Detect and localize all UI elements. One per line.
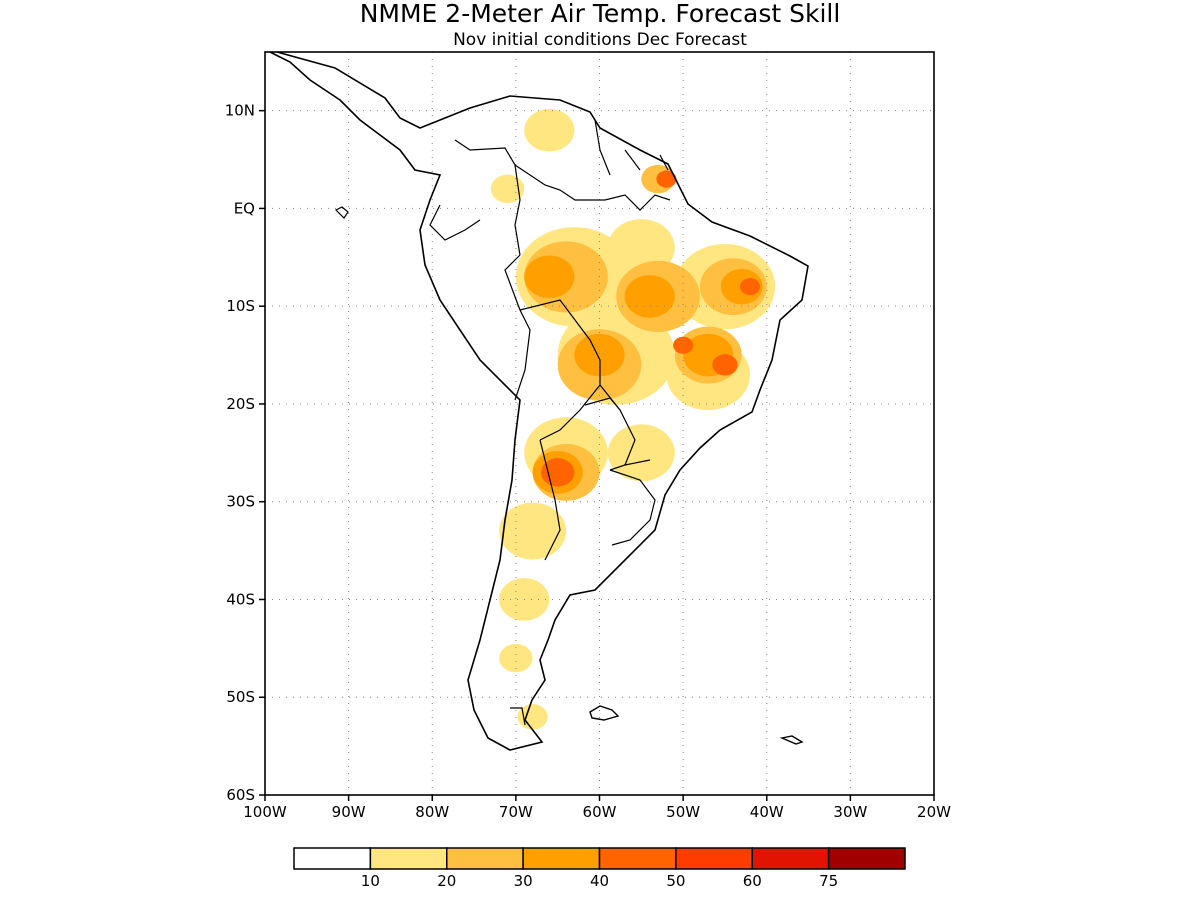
skill-region-level-4 — [712, 354, 738, 376]
legend-label: 60 — [743, 872, 762, 890]
south-america-coastline — [269, 52, 809, 751]
lat-tick-label: 30S — [226, 493, 255, 511]
skill-region-level-1 — [490, 174, 525, 204]
legend-label: 20 — [437, 872, 456, 890]
galapagos-islands — [334, 206, 349, 219]
legend-label: 40 — [590, 872, 609, 890]
lon-tick-label: 50W — [666, 803, 700, 821]
skill-region-level-3 — [524, 255, 575, 299]
skill-region-level-3 — [624, 275, 675, 318]
lat-tick-label: 40S — [226, 590, 255, 608]
south-georgia-island — [779, 735, 804, 745]
skill-region-level-1 — [524, 108, 575, 152]
country-borders — [429, 119, 671, 726]
legend-swatch — [675, 847, 753, 870]
legend-label: 50 — [666, 872, 685, 890]
skill-region-level-3 — [574, 333, 625, 377]
legend-swatch — [751, 847, 830, 870]
falkland-islands — [589, 705, 620, 721]
lat-tick-label: 10N — [225, 102, 255, 120]
lat-tick-label: 50S — [226, 688, 255, 706]
lon-tick-label: 90W — [332, 803, 366, 821]
lon-tick-label: 40W — [750, 803, 784, 821]
map-subtitle: Nov initial conditions Dec Forecast — [453, 30, 747, 50]
legend-swatch — [827, 847, 906, 870]
legend-swatch — [369, 847, 448, 870]
legend-swatch — [522, 847, 601, 870]
gridlines — [265, 52, 934, 795]
lat-tick-label: 60S — [226, 786, 255, 804]
map-title: NMME 2-Meter Air Temp. Forecast Skill — [360, 0, 841, 28]
coastlines-and-borders — [269, 52, 809, 751]
lat-tick-label: EQ — [234, 199, 255, 217]
skill-region-level-4 — [656, 170, 677, 188]
skill-region-level-4 — [673, 336, 694, 354]
skill-region-level-1 — [607, 424, 675, 482]
skill-shading-layer — [490, 108, 776, 730]
lat-tick-label: 20S — [226, 395, 255, 413]
legend-label: 75 — [819, 872, 838, 890]
lat-tick-label: 10S — [226, 297, 255, 315]
lon-tick-label: 60W — [583, 803, 617, 821]
lon-tick-label: 80W — [415, 803, 449, 821]
legend-label: 30 — [514, 872, 533, 890]
color-legend: 10 20 30 40 50 60 75 — [293, 847, 906, 890]
lon-tick-label: 30W — [833, 803, 867, 821]
skill-region-level-4 — [739, 278, 761, 296]
skill-region-level-1 — [499, 643, 533, 673]
lon-tick-label: 20W — [917, 803, 951, 821]
legend-label: 10 — [361, 872, 380, 890]
legend-swatch — [598, 847, 677, 870]
lon-tick-label: 100W — [243, 803, 287, 821]
skill-region-level-1 — [499, 502, 567, 560]
lon-tick-label: 70W — [499, 803, 533, 821]
legend-swatch — [293, 847, 372, 870]
legend-swatch — [446, 847, 524, 870]
